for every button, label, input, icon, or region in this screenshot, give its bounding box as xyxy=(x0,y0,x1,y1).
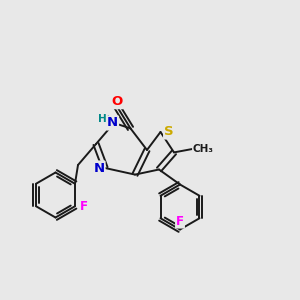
Text: N: N xyxy=(93,161,105,175)
Text: F: F xyxy=(80,200,88,213)
Text: F: F xyxy=(176,214,184,228)
Text: H: H xyxy=(98,114,107,124)
Text: O: O xyxy=(111,95,123,108)
Text: S: S xyxy=(164,125,174,139)
Text: CH₃: CH₃ xyxy=(193,143,214,154)
Text: N: N xyxy=(107,116,118,130)
Text: H: H xyxy=(100,113,110,127)
